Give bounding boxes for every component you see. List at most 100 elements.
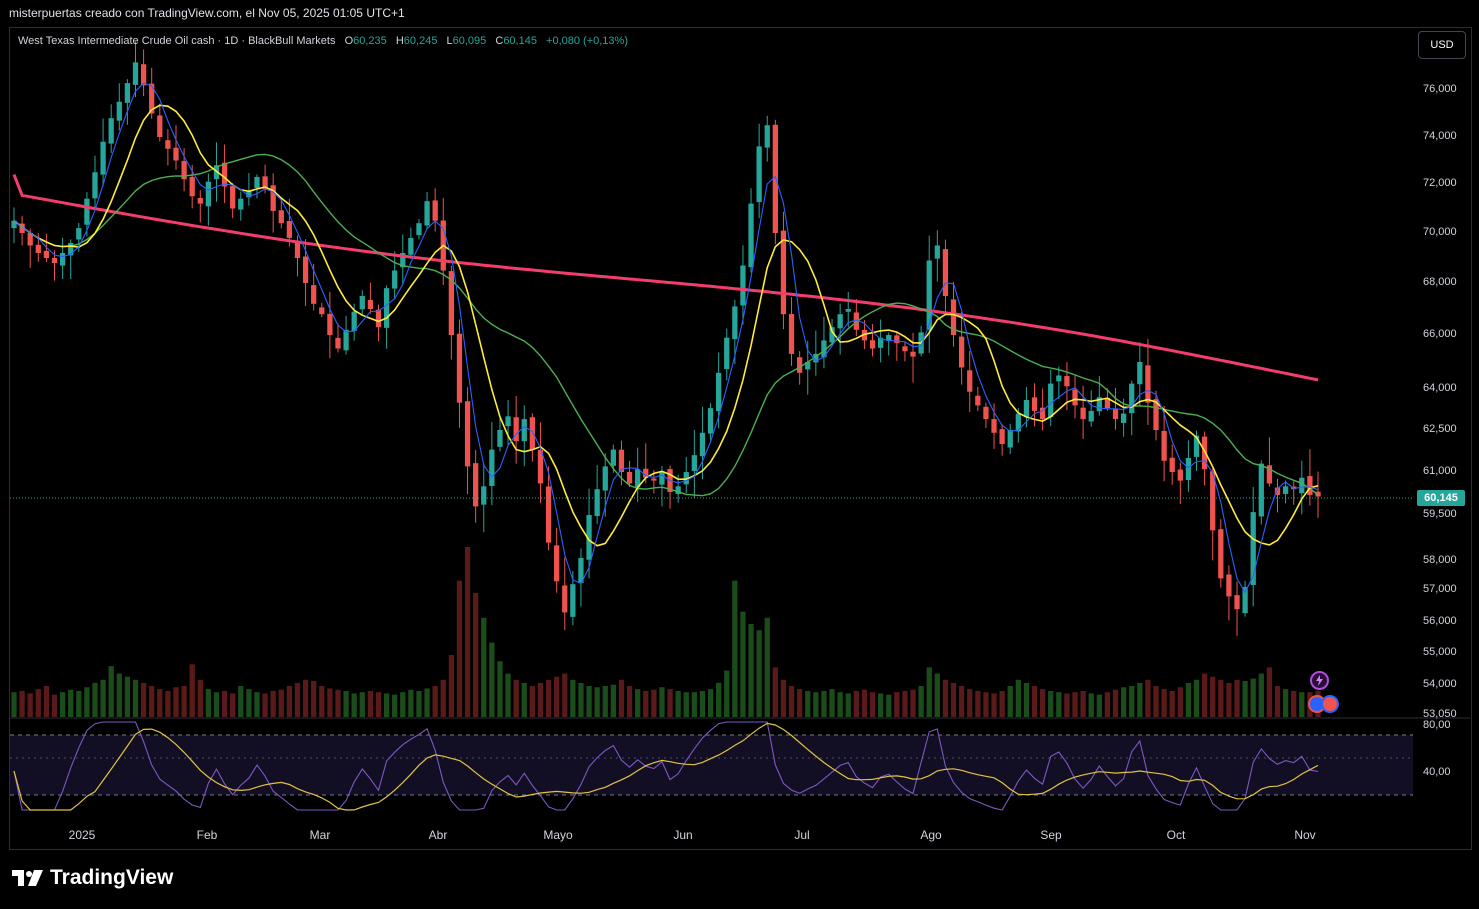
volume-bar: [181, 686, 187, 717]
symbol-legend[interactable]: West Texas Intermediate Crude Oil cash ·…: [18, 35, 628, 47]
time-tick: Ago: [920, 828, 942, 842]
volume-bar: [999, 690, 1005, 717]
candle: [473, 463, 479, 507]
time-tick: Mayo: [543, 828, 573, 842]
volume-bar: [926, 667, 932, 717]
candle: [27, 232, 33, 246]
candle: [432, 200, 438, 221]
candle: [1242, 587, 1248, 614]
candle: [1169, 457, 1175, 472]
candle: [1137, 362, 1143, 385]
volume-bars: [11, 547, 1321, 717]
volume-bar: [1250, 678, 1256, 717]
candle: [772, 124, 778, 233]
volume-bar: [497, 661, 503, 717]
price-tick: 61,000: [1423, 465, 1457, 477]
candle: [76, 228, 82, 240]
price-tick: 64,000: [1423, 382, 1457, 394]
volume-bar: [643, 690, 649, 717]
volume-bar: [950, 682, 957, 717]
us-flag-icon-2[interactable]: [1321, 695, 1339, 713]
candle: [829, 327, 835, 343]
volume-bar: [302, 679, 309, 717]
volume-bar: [173, 687, 179, 717]
price-tick: 53,050: [1423, 708, 1457, 720]
rsi-line: [13, 721, 1319, 811]
candle: [108, 118, 114, 144]
candle: [1145, 365, 1151, 403]
volume-bar: [35, 689, 41, 717]
volume-bar: [1080, 690, 1086, 717]
volume-bar: [845, 693, 851, 717]
candle: [1185, 458, 1192, 480]
candle: [780, 230, 787, 315]
candle: [554, 545, 560, 582]
candle: [489, 449, 495, 486]
open-value: 60,235: [353, 35, 387, 47]
volume-bar: [92, 682, 98, 717]
candle: [165, 140, 171, 149]
time-tick: Sep: [1040, 828, 1062, 842]
candle: [124, 83, 131, 103]
volume-bar: [667, 689, 673, 717]
volume-bar: [878, 693, 884, 717]
candle: [521, 419, 527, 442]
candle: [84, 198, 90, 225]
volume-bar: [1120, 687, 1127, 717]
volume-bar: [270, 690, 276, 717]
candle: [845, 309, 851, 312]
volume-bar: [691, 692, 697, 717]
volume-bar: [521, 682, 527, 717]
volume-bar: [1291, 690, 1297, 717]
currency-button[interactable]: USD: [1418, 31, 1466, 59]
tradingview-logo[interactable]: TradingView: [12, 866, 173, 890]
price-tick: 54,000: [1423, 678, 1457, 690]
candle: [383, 288, 390, 328]
volume-bar: [319, 686, 325, 717]
volume-bar: [821, 690, 827, 717]
volume-bar: [132, 679, 139, 717]
volume-bar: [51, 694, 58, 717]
lightning-icon[interactable]: [1310, 671, 1329, 690]
volume-bar: [367, 690, 374, 717]
change-value: +0,080 (+0,13%): [546, 35, 628, 47]
candle: [683, 472, 689, 485]
candlesticks: [11, 41, 1321, 637]
volume-bar: [392, 694, 398, 717]
volume-bar: [934, 673, 940, 717]
candle: [869, 340, 876, 349]
volume-bar: [1137, 682, 1143, 717]
candle: [294, 241, 301, 258]
volume-bar: [740, 611, 746, 717]
volume-bar: [149, 686, 155, 717]
candle: [797, 357, 803, 373]
volume-bar: [221, 690, 228, 717]
volume-bar: [464, 547, 471, 717]
candle: [68, 243, 74, 256]
candle: [19, 223, 25, 233]
ma9-line: [13, 82, 1319, 594]
volume-bar: [448, 655, 454, 717]
volume-bar: [408, 689, 414, 717]
volume-bar: [1007, 686, 1013, 717]
rsi-tick: 40,00: [1423, 766, 1451, 778]
volume-bar: [278, 689, 284, 717]
candle: [197, 197, 203, 204]
volume-bar: [983, 692, 989, 717]
candle: [1193, 435, 1200, 457]
volume-bar: [716, 682, 722, 717]
candle: [92, 172, 98, 199]
brand-name: TradingView: [50, 866, 174, 889]
volume-bar: [732, 580, 738, 717]
volume-bar: [383, 693, 390, 717]
volume-bar: [246, 689, 252, 717]
volume-bar: [1210, 676, 1216, 717]
candle: [1234, 595, 1240, 610]
candle: [43, 250, 50, 258]
volume-bar: [335, 689, 341, 717]
volume-bar: [1023, 682, 1030, 717]
candle: [578, 557, 584, 583]
volume-bar: [311, 681, 317, 717]
candle: [975, 395, 981, 406]
